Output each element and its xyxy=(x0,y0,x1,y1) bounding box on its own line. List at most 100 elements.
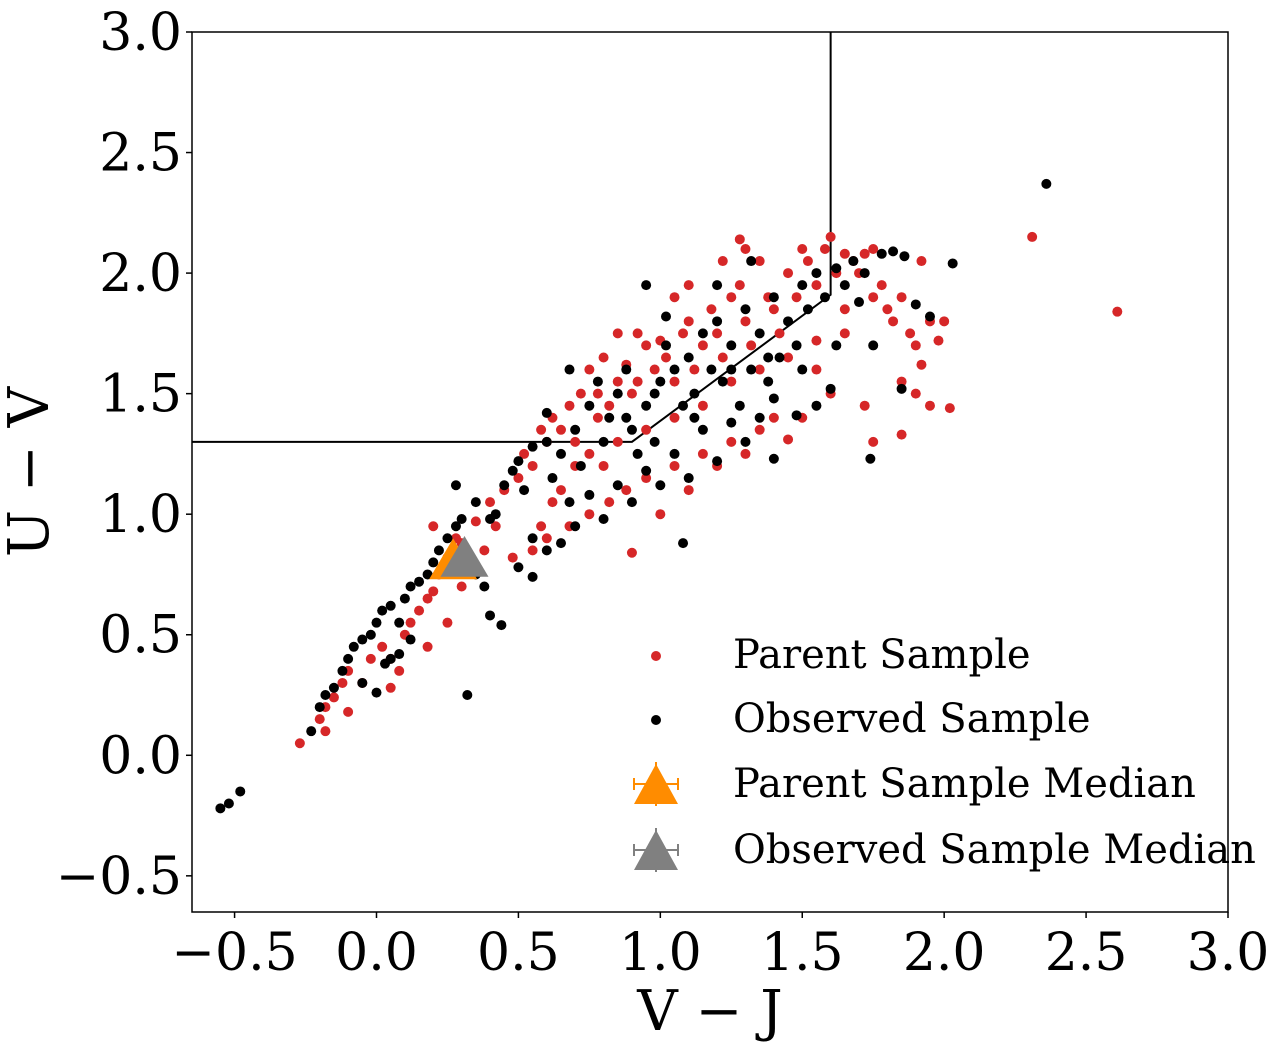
observed-sample-point xyxy=(456,514,467,525)
x-tick-label: 1.0 xyxy=(619,923,702,983)
parent-sample-point xyxy=(604,400,615,411)
parent-sample-point xyxy=(1027,231,1038,242)
observed-sample-point xyxy=(490,509,501,520)
parent-sample-point xyxy=(385,682,396,693)
x-tick-label: 0.5 xyxy=(477,923,560,983)
parent-sample-point xyxy=(683,280,694,291)
observed-median-marker xyxy=(440,536,489,577)
parent-sample-point xyxy=(507,552,518,563)
parent-sample-point xyxy=(527,460,538,471)
observed-sample-point xyxy=(499,480,510,491)
observed-sample-point xyxy=(555,538,566,549)
observed-sample-point xyxy=(641,280,652,291)
observed-sample-point xyxy=(306,726,317,737)
parent-sample-point xyxy=(754,424,765,435)
parent-sample-point xyxy=(717,256,728,267)
parent-sample-point xyxy=(584,448,595,459)
observed-sample-point xyxy=(612,388,623,399)
parent-sample-point xyxy=(697,400,708,411)
legend-observed-median-marker xyxy=(633,828,679,872)
parent-sample-point xyxy=(328,692,339,703)
parent-sample-point xyxy=(910,388,921,399)
parent-sample-point xyxy=(839,304,850,315)
parent-sample-point xyxy=(655,509,666,520)
observed-sample-point xyxy=(479,581,490,592)
parent-sample-point xyxy=(592,412,603,423)
parent-sample-point xyxy=(916,256,927,267)
observed-sample-point xyxy=(555,448,566,459)
observed-sample-point xyxy=(314,702,325,713)
parent-sample-point xyxy=(888,316,899,327)
observed-sample-point xyxy=(641,400,652,411)
parent-sample-point xyxy=(754,256,765,267)
observed-sample-point xyxy=(854,297,865,308)
parent-sample-point xyxy=(859,248,870,259)
parent-sample-point xyxy=(669,412,680,423)
observed-sample-point xyxy=(655,376,666,387)
observed-sample-point xyxy=(570,424,581,435)
observed-sample-point xyxy=(1041,178,1052,189)
observed-sample-point xyxy=(848,256,859,267)
parent-sample-point xyxy=(598,460,609,471)
observed-sample-point xyxy=(541,545,552,556)
observed-sample-point xyxy=(320,690,331,701)
legend-observed-sample-label: Observed Sample xyxy=(733,696,1091,742)
parent-sample-point xyxy=(405,617,416,628)
parent-sample-point xyxy=(669,292,680,303)
observed-sample-point xyxy=(450,480,461,491)
observed-sample-point xyxy=(621,412,632,423)
parent-sample-point xyxy=(632,376,643,387)
plot-frame xyxy=(191,31,1229,913)
parent-sample-point xyxy=(768,412,779,423)
observed-sample-point xyxy=(462,690,473,701)
observed-sample-point xyxy=(337,665,348,676)
parent-sample-point xyxy=(882,304,893,315)
parent-sample-point xyxy=(365,653,376,664)
parent-sample-point xyxy=(641,473,652,484)
parent-sample-point xyxy=(470,516,481,527)
parent-sample-point xyxy=(541,533,552,544)
y-axis-ticks: −0.5 0.0 0.5 1.0 1.5 2.0 2.5 3.0 xyxy=(56,3,192,907)
parent-sample-point xyxy=(740,316,751,327)
observed-sample-point xyxy=(365,629,376,640)
observed-sample-point xyxy=(450,521,461,532)
legend-parent-median-marker xyxy=(633,762,679,806)
observed-sample-point xyxy=(774,352,785,363)
observed-sample-point xyxy=(377,605,388,616)
observed-sample-point xyxy=(513,562,524,573)
observed-sample-point xyxy=(357,677,368,688)
parent-sample-point xyxy=(337,677,348,688)
observed-sample-point xyxy=(584,489,595,500)
observed-sample-point xyxy=(470,497,481,508)
observed-sample-point xyxy=(726,417,737,428)
observed-sample-point xyxy=(819,292,830,303)
parent-sample-point xyxy=(916,359,927,370)
observed-sample-point xyxy=(689,412,700,423)
y-tick-label: 2.0 xyxy=(99,244,182,304)
observed-sample-point xyxy=(485,610,496,621)
observed-sample-point xyxy=(726,364,737,375)
observed-sample-point xyxy=(899,251,910,262)
observed-sample-point xyxy=(519,485,530,496)
parent-sample-point xyxy=(320,726,331,737)
parent-sample-point xyxy=(746,340,757,351)
parent-sample-point xyxy=(547,497,558,508)
parent-sample-point xyxy=(632,328,643,339)
observed-sample-point xyxy=(876,248,887,259)
y-tick-label: 2.5 xyxy=(99,124,182,184)
x-axis-label: V − J xyxy=(636,979,782,1043)
observed-sample-point xyxy=(811,268,822,279)
parent-sample-point xyxy=(783,352,794,363)
parent-sample-point xyxy=(456,581,467,592)
parent-sample-point xyxy=(734,234,745,245)
parent-sample-point xyxy=(592,388,603,399)
observed-sample-point xyxy=(235,786,246,797)
parent-sample-point xyxy=(791,292,802,303)
observed-sample-point xyxy=(527,571,538,582)
parent-sample-point xyxy=(868,436,879,447)
legend: Parent Sample Observed Sample Parent Sam… xyxy=(633,632,1256,873)
parent-sample-point xyxy=(513,473,524,484)
observed-sample-point xyxy=(859,268,870,279)
y-tick-label: 1.0 xyxy=(99,485,182,545)
